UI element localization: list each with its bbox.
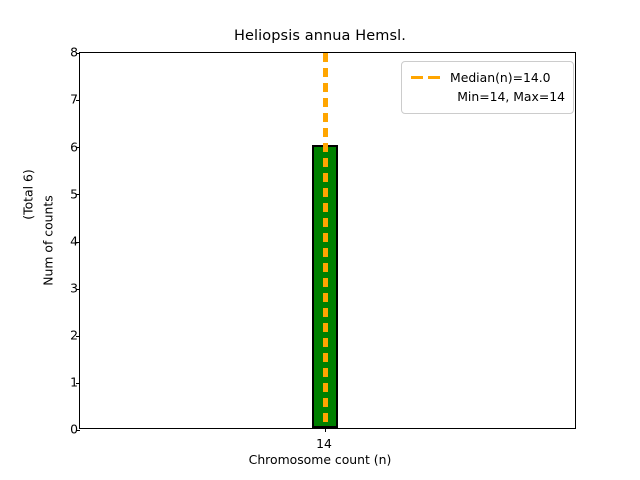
- ytick-mark-0: [76, 430, 80, 431]
- legend-entry-median: Median(n)=14.0: [410, 68, 565, 87]
- ytick-mark-6: [76, 147, 80, 149]
- ytick-mark-5: [76, 194, 80, 196]
- ytick-label-1: 1: [70, 374, 78, 390]
- ytick-label-2: 2: [70, 327, 78, 343]
- ytick-mark-1: [76, 382, 80, 384]
- ytick-mark-3: [76, 288, 80, 290]
- yaxis-label-total: (Total 6): [20, 169, 36, 220]
- plot-area: Median(n)=14.0 Min=14, Max=14: [76, 52, 576, 432]
- dashed-line-icon: [410, 68, 443, 87]
- median-line: [322, 53, 328, 428]
- xtick-mark-14: [325, 428, 326, 432]
- xtick-label-14: 14: [316, 436, 332, 451]
- ytick-label-8: 8: [70, 44, 78, 60]
- chart-title: Heliopsis annua Hemsl.: [234, 28, 406, 44]
- legend-entry-minmax: Min=14, Max=14: [410, 87, 565, 106]
- ytick-label-7: 7: [70, 91, 78, 107]
- legend-label-median: Median(n)=14.0: [450, 70, 551, 85]
- ytick-label-4: 4: [70, 233, 78, 249]
- ytick-mark-7: [76, 100, 80, 102]
- ytick-label-0: 0: [70, 421, 78, 437]
- legend[interactable]: Median(n)=14.0 Min=14, Max=14: [401, 61, 574, 114]
- ytick-label-6: 6: [70, 139, 78, 154]
- yaxis-label: Num of counts: [40, 195, 56, 286]
- ytick-label-3: 3: [70, 280, 78, 296]
- legend-label-minmax: Min=14, Max=14: [457, 89, 565, 104]
- ytick-mark-8: [76, 53, 80, 54]
- xaxis-label: Chromosome count (n): [248, 452, 392, 467]
- ytick-label-5: 5: [70, 186, 78, 202]
- ytick-mark-2: [76, 335, 80, 337]
- ytick-mark-4: [76, 241, 80, 243]
